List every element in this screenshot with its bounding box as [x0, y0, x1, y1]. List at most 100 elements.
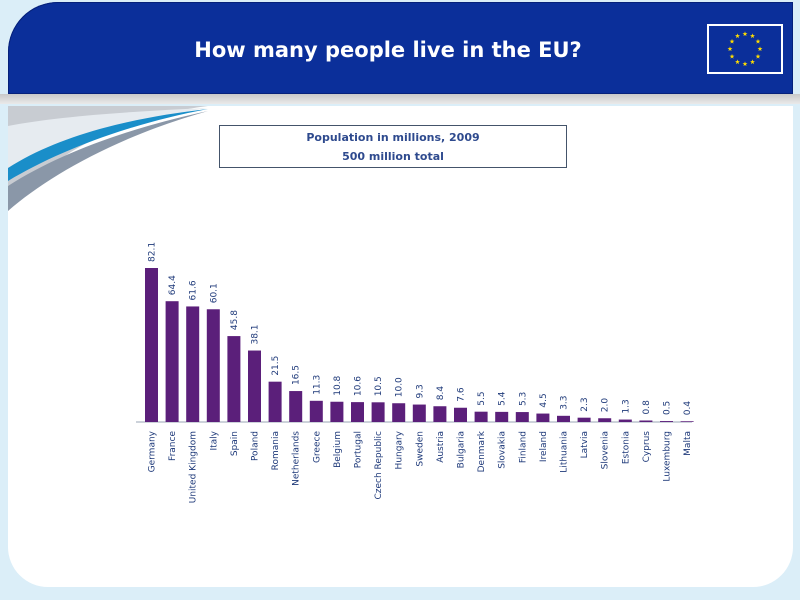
flag-star — [729, 53, 735, 59]
chart-caption: Population in millions, 2009 — [306, 130, 480, 144]
x-tick-label: Lithuania — [560, 431, 570, 473]
bar-finland — [515, 412, 529, 422]
chart-total: 500 million total — [342, 149, 444, 163]
value-label: 10.6 — [354, 376, 364, 396]
x-tick-label: Slovakia — [498, 431, 508, 469]
bar-denmark — [474, 411, 488, 422]
x-tick-label: Portugal — [354, 431, 364, 468]
x-tick-label: Spain — [230, 431, 240, 456]
flag-star — [755, 38, 761, 44]
x-tick-label: Estonia — [621, 431, 631, 464]
value-label: 7.6 — [457, 387, 467, 402]
slide-body: Population in millions, 2009 500 million… — [8, 106, 793, 587]
value-label: 0.4 — [683, 401, 693, 416]
value-label: 64.4 — [168, 275, 178, 295]
bar-hungary — [392, 403, 406, 422]
value-label: 5.3 — [518, 392, 528, 406]
value-label: 3.3 — [560, 395, 570, 409]
bar-malta — [680, 421, 694, 422]
bar-slovenia — [598, 418, 612, 422]
flag-star — [750, 59, 755, 65]
bar-slovakia — [495, 411, 509, 422]
slide-title: How many people live in the EU? — [194, 38, 582, 62]
slide-header: How many people live in the EU? — [8, 2, 793, 94]
x-tick-label: Greece — [312, 431, 322, 463]
x-tick-label: Cyprus — [642, 431, 652, 463]
value-label: 2.3 — [580, 397, 590, 411]
bar-latvia — [577, 417, 591, 422]
bar-romania — [268, 381, 282, 422]
flag-star — [727, 46, 733, 52]
value-label: 8.4 — [436, 386, 446, 401]
bar-france — [165, 301, 179, 422]
flag-star — [735, 59, 740, 65]
eu-flag-stars — [727, 31, 763, 67]
x-tick-label: United Kingdom — [189, 431, 199, 503]
flag-star — [757, 46, 763, 52]
value-label: 16.5 — [292, 365, 302, 385]
value-label: 10.0 — [395, 377, 405, 397]
bar-greece — [309, 400, 323, 422]
bar-luxemburg — [660, 421, 673, 422]
x-tick-label: Romania — [271, 431, 281, 470]
value-label: 11.3 — [312, 375, 322, 395]
bar-united-kingdom — [186, 306, 200, 422]
bar-germany — [145, 268, 158, 422]
flag-star — [742, 61, 748, 67]
bar-lithuania — [557, 415, 570, 422]
value-label: 2.0 — [601, 398, 611, 413]
bar-bulgaria — [454, 407, 467, 422]
flag-star — [755, 53, 761, 59]
x-tick-label: Malta — [683, 431, 693, 456]
eu-flag-icon — [707, 24, 783, 74]
bar-czech-republic — [371, 402, 385, 422]
value-label: 4.5 — [539, 393, 549, 407]
header-divider — [0, 94, 800, 104]
x-tick-label: Bulgaria — [457, 431, 467, 468]
x-tick-label: Ireland — [539, 431, 549, 462]
x-tick-label: Luxemburg — [663, 431, 673, 482]
value-label: 5.5 — [477, 391, 487, 405]
value-label: 10.5 — [374, 376, 384, 396]
bar-spain — [227, 336, 241, 422]
bar-sweden — [412, 404, 426, 422]
value-label: 21.5 — [271, 356, 281, 376]
flag-star — [735, 33, 740, 39]
x-tick-label: Latvia — [580, 431, 590, 458]
x-tick-label: France — [168, 431, 178, 461]
x-tick-label: Finland — [518, 431, 528, 463]
value-label: 1.3 — [621, 399, 631, 413]
value-label: 60.1 — [209, 283, 219, 303]
decorative-swoosh — [8, 106, 208, 211]
x-tick-label: Belgium — [333, 431, 343, 468]
bar-estonia — [618, 419, 632, 422]
flag-star — [750, 33, 755, 39]
bar-netherlands — [289, 391, 303, 422]
x-tick-label: Austria — [436, 431, 446, 463]
value-label: 82.1 — [148, 242, 158, 262]
bar-ireland — [536, 413, 550, 422]
value-label: 10.8 — [333, 375, 343, 395]
chart-legend-box: Population in millions, 2009 500 million… — [219, 125, 567, 168]
value-label: 5.4 — [498, 391, 508, 406]
x-tick-label: Slovenia — [601, 431, 611, 469]
value-label: 9.3 — [415, 384, 425, 398]
x-tick-label: Germany — [148, 430, 158, 472]
value-label: 0.8 — [642, 400, 652, 415]
population-bar-chart: 82.1 Germany 64.4 France 61.6 United Kingdom 6… — [136, 242, 694, 503]
value-label: 0.5 — [663, 401, 673, 415]
bar-cyprus — [639, 420, 653, 422]
bar-poland — [248, 350, 261, 422]
bar-belgium — [330, 401, 344, 422]
x-tick-label: Poland — [251, 431, 261, 461]
bar-portugal — [351, 402, 364, 422]
x-tick-label: Czech Republic — [374, 431, 384, 500]
flag-star — [742, 31, 748, 37]
bar-austria — [433, 406, 447, 422]
x-tick-label: Hungary — [395, 430, 405, 469]
x-tick-label: Denmark — [477, 430, 487, 472]
value-label: 45.8 — [230, 310, 240, 330]
bar-italy — [206, 309, 220, 422]
x-tick-label: Italy — [209, 430, 219, 450]
x-tick-label: Netherlands — [292, 431, 302, 486]
